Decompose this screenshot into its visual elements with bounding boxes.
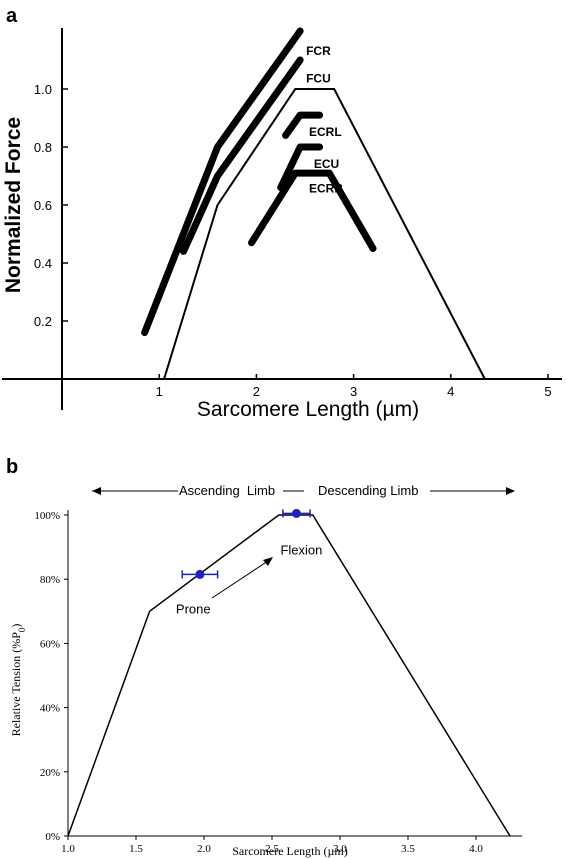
panel-b-y-tick-label: 0% (45, 831, 60, 843)
panel-a-chart: a 0.2 0.4 0.6 0.8 1.0 1 2 3 4 5 Normalized Force… (2, 5, 562, 421)
panel-a-y-axis-label: Normalized Force (2, 117, 25, 293)
ascending-limb-arrowhead (92, 487, 101, 495)
descending-limb-label: Descending Limb (318, 483, 418, 498)
panel-b-y-axis-label-subscript: 0 (17, 627, 27, 632)
panel-a-x-tick-label: 5 (544, 384, 551, 399)
panel-b-curve (67, 514, 511, 837)
panel-b-x-tick-label: 2.5 (265, 843, 279, 855)
panel-a-y-tick-label: 0.8 (34, 140, 52, 155)
prone-to-flexion-arrowhead (263, 557, 273, 566)
data-point-label-prone: Prone (176, 601, 211, 616)
panel-a-series: FCR FCU ECRL ECU ECRB (141, 27, 377, 337)
panel-b-y-ticks: 0% 20% 40% 60% 80% 100% (34, 510, 68, 843)
panel-a-y-tick-label: 0.2 (34, 314, 52, 329)
descending-limb-arrowhead (506, 487, 515, 495)
series-label-ecrb: ECRB (309, 182, 343, 196)
panel-b-x-ticks: 1.0 1.5 2.0 2.5 3.0 3.5 4.0 (61, 836, 483, 855)
panel-a-x-ticks: 1 2 3 4 5 (156, 374, 552, 399)
panel-b-y-axis-label-main: Relative Tension (%P (9, 632, 23, 737)
series-label-ecrl: ECRL (309, 125, 342, 139)
ascending-limb-label: Ascending Limb (179, 483, 275, 498)
series-line-ecrl (282, 111, 324, 139)
panel-b-x-axis-label: Sarcomere Length (µm) (232, 844, 348, 858)
series-label-fcu: FCU (306, 71, 331, 85)
panel-b-y-axis-label: Relative Tension (%P0) (9, 624, 27, 737)
prone-to-flexion-arrow (211, 560, 269, 599)
panel-b-x-tick-label: 4.0 (469, 843, 483, 855)
panel-b-y-tick-label: 40% (40, 703, 60, 715)
panel-a-x-tick-label: 2 (253, 384, 260, 399)
panel-b-chart: b 0% 20% 40% 60% 80% 100% 1.0 1.5 2.0 2.5 3.0 3.5 4… (6, 456, 522, 858)
panel-b-y-tick-label: 80% (40, 574, 60, 586)
panel-a-x-tick-label: 1 (156, 384, 163, 399)
panel-a-y-tick-label: 1.0 (34, 82, 52, 97)
panel-b-x-tick-label: 3.0 (333, 843, 347, 855)
panel-b-x-tick-label: 1.0 (61, 843, 75, 855)
panel-b-y-tick-label: 100% (34, 510, 60, 522)
panel-b-y-tick-label: 20% (40, 767, 60, 779)
series-line-fcr (141, 27, 304, 337)
panel-b-y-tick-label: 60% (40, 638, 60, 650)
panel-b-y-axis-label-close: ) (9, 624, 23, 628)
panel-a-label: a (6, 5, 18, 27)
panel-a-y-tick-label: 0.6 (34, 198, 52, 213)
data-point-prone (195, 569, 205, 579)
panel-a-y-tick-label: 0.4 (34, 256, 52, 271)
panel-a-x-axis-label: Sarcomere Length (µm) (197, 398, 419, 421)
series-line-ecu (277, 143, 324, 192)
data-point-label-flexion: Flexion (280, 542, 322, 557)
panel-a-x-tick-label: 4 (447, 384, 454, 399)
series-label-fcr: FCR (306, 44, 331, 58)
panel-b-x-tick-label: 3.5 (401, 843, 415, 855)
panel-b-data-points: Prone Flexion (176, 508, 322, 616)
panel-a-y-ticks: 0.2 0.4 0.6 0.8 1.0 (34, 82, 68, 329)
series-label-ecu: ECU (314, 157, 339, 171)
panel-b-x-tick-label: 1.5 (129, 843, 143, 855)
series-line-ecrb (248, 169, 377, 252)
panel-b-x-tick-label: 2.0 (197, 843, 211, 855)
panel-a-x-tick-label: 3 (350, 384, 357, 399)
panel-a-baseline-curve (163, 88, 548, 380)
series-line-fcu (180, 56, 304, 255)
data-point-flexion (291, 508, 301, 518)
panel-b-label: b (6, 456, 18, 478)
